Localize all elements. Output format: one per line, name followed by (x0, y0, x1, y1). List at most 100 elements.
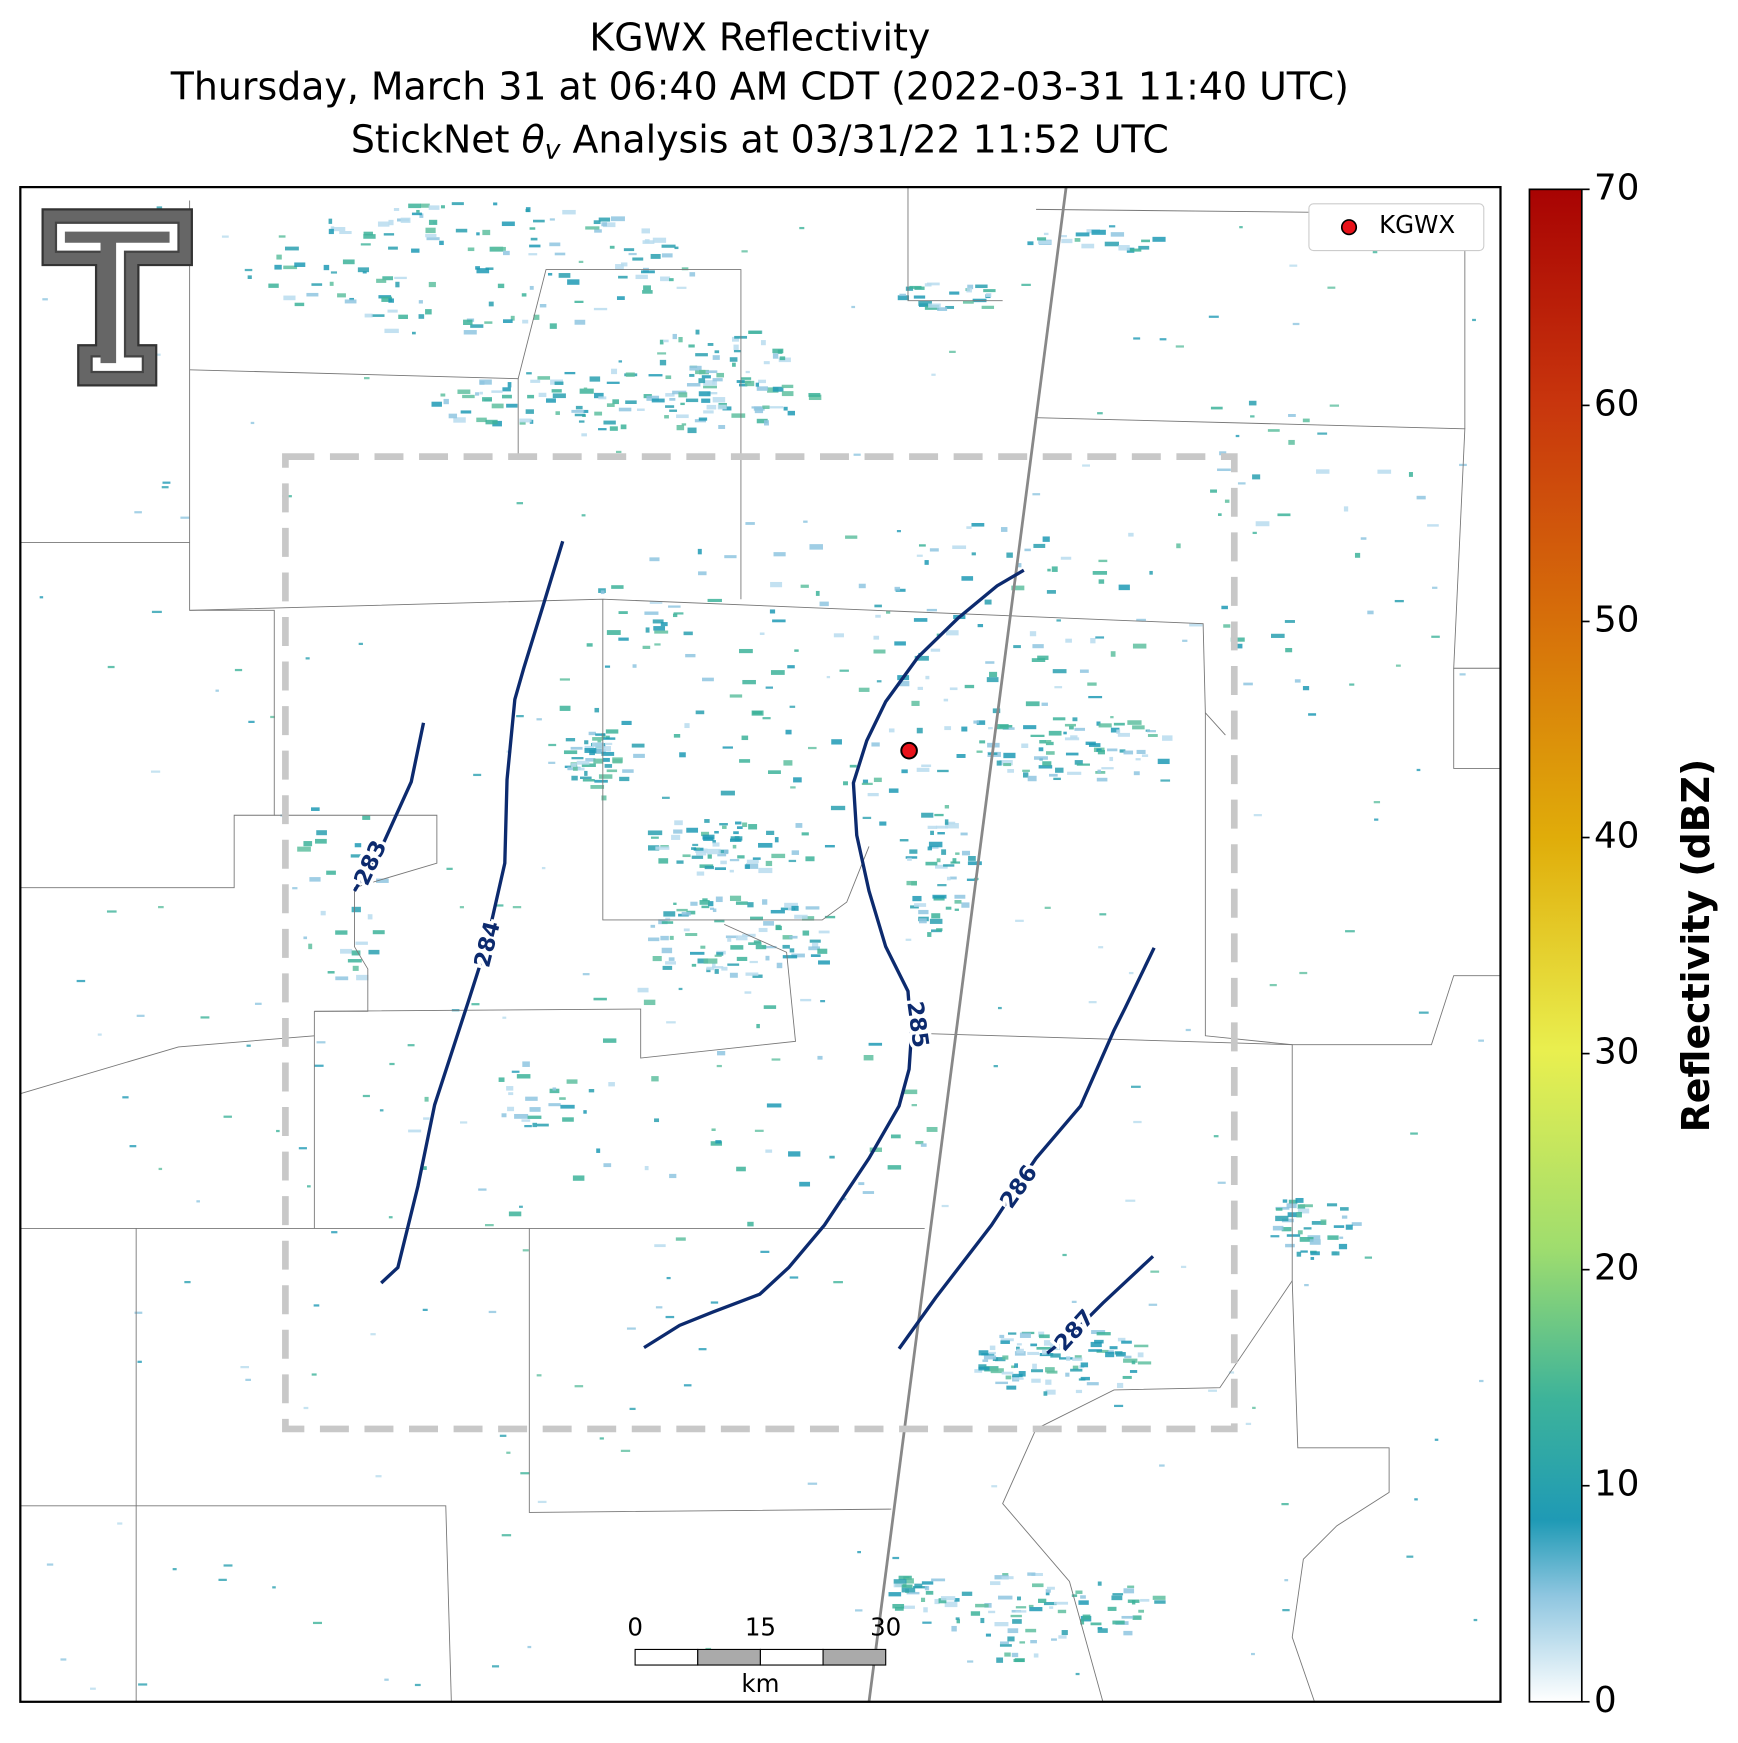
echo (772, 348, 784, 354)
echo (570, 746, 583, 750)
echo (919, 918, 927, 924)
echo (538, 392, 547, 398)
echo (1272, 1225, 1284, 1231)
echo (376, 278, 387, 283)
echo (1001, 1576, 1014, 1580)
echo (1299, 1204, 1313, 1208)
echo (1090, 1341, 1102, 1348)
echo (598, 428, 607, 431)
echo (1310, 1256, 1315, 1260)
echo (552, 1087, 557, 1091)
contour-line (897, 947, 1156, 1350)
echo (1016, 1596, 1021, 1601)
echo (855, 1609, 863, 1612)
echo (1309, 1239, 1321, 1245)
echo (659, 359, 667, 366)
echo (1117, 1337, 1126, 1342)
echo (1129, 1370, 1138, 1373)
contour-line (643, 568, 1025, 1350)
echo (522, 1061, 530, 1067)
echo (644, 611, 659, 615)
echo (1032, 644, 1044, 649)
echo (1154, 1600, 1166, 1604)
echo (1302, 686, 1310, 691)
echo (1294, 679, 1301, 683)
echo (462, 394, 475, 399)
echo (610, 216, 625, 222)
echo (514, 1113, 529, 1119)
echo (363, 234, 376, 239)
echo (894, 1606, 904, 1611)
echo (909, 285, 922, 289)
echo (1039, 1334, 1050, 1339)
echo (1098, 559, 1108, 563)
echo (1038, 747, 1044, 752)
echo (685, 653, 696, 658)
echo (508, 1211, 522, 1217)
echo (528, 253, 538, 256)
echo (283, 295, 296, 301)
echo (935, 825, 949, 829)
echo (711, 1128, 716, 1131)
echo (746, 859, 759, 864)
echo (1088, 695, 1103, 699)
echo (691, 963, 697, 967)
echo (662, 965, 673, 970)
echo (961, 1591, 973, 1596)
echo (578, 420, 585, 423)
echo (1004, 1652, 1011, 1657)
echo (615, 264, 624, 270)
echo (722, 746, 733, 749)
echo (712, 840, 716, 844)
echo (245, 1378, 251, 1381)
echo (1087, 682, 1097, 686)
echo (808, 946, 820, 951)
echo (1354, 552, 1361, 558)
echo (1285, 647, 1293, 653)
echo (1252, 1406, 1256, 1410)
echo (329, 281, 334, 286)
echo (697, 548, 702, 555)
echo (829, 1155, 835, 1159)
echo (680, 402, 685, 406)
echo (1067, 771, 1082, 775)
echo (599, 1437, 604, 1440)
subtitle-text: StickNet (351, 117, 510, 161)
echo (46, 1563, 54, 1566)
echo (594, 229, 602, 233)
echo (547, 272, 553, 276)
echo (647, 830, 663, 836)
echo (283, 265, 298, 270)
echo (632, 257, 644, 261)
echo (1021, 743, 1029, 748)
echo (1045, 1389, 1056, 1395)
echo (247, 275, 252, 279)
echo (162, 481, 171, 484)
echo (886, 610, 891, 614)
echo (358, 642, 363, 646)
echo (1002, 1355, 1009, 1360)
echo (1060, 556, 1072, 560)
analysis-domain (282, 453, 1238, 1433)
echo (585, 226, 600, 230)
echo (1074, 238, 1081, 242)
echo (944, 805, 950, 809)
echo (669, 278, 674, 282)
echo (272, 1586, 276, 1589)
echo (1052, 717, 1066, 721)
echo (853, 453, 861, 456)
echo (1472, 318, 1476, 322)
echo (911, 700, 920, 706)
echo (1051, 1638, 1057, 1641)
echo (1217, 468, 1231, 472)
colorbar-tick-label: 0 (1594, 1680, 1617, 1721)
echo (598, 217, 611, 222)
echo (1032, 1363, 1037, 1370)
echo (294, 302, 305, 307)
echo (770, 581, 783, 588)
echo (1007, 1636, 1015, 1642)
echo (326, 870, 336, 875)
echo (1007, 769, 1015, 773)
